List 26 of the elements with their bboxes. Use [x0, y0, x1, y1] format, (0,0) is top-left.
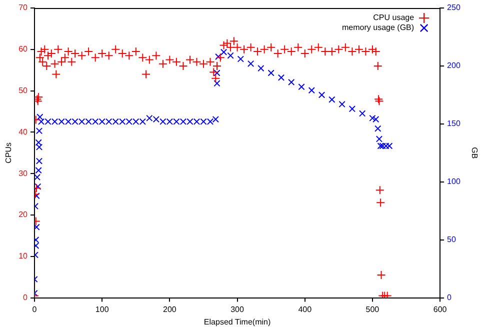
y2-axis-title: GB [470, 147, 479, 159]
legend-label: memory usage (GB) [342, 23, 414, 32]
x-axis-title: Elapsed Time(min) [204, 317, 271, 326]
x-tick-label: 300 [230, 304, 244, 314]
y-tick-label: 0 [23, 293, 28, 302]
y2-tick-label: 0 [447, 293, 452, 302]
y2-tick-label: 50 [447, 235, 456, 244]
y-tick-label: 40 [18, 127, 28, 136]
x-tick-label: 0 [32, 304, 38, 314]
y2-tick-label: 150 [447, 119, 461, 128]
y-tick-label: 30 [18, 168, 28, 178]
y-tick-label: 50 [18, 86, 28, 96]
x-tick-label: 400 [298, 304, 312, 314]
y2-tick-label: 100 [447, 177, 461, 186]
y2-tick-label: 200 [447, 61, 461, 70]
y-axis-title: CPUs [4, 142, 14, 164]
legend-label: CPU usage [373, 13, 415, 22]
y-tick-label: 60 [18, 44, 28, 54]
x-tick-label: 100 [95, 304, 110, 314]
x-tick-label: 500 [366, 304, 380, 314]
y-tick-label: 70 [18, 3, 28, 12]
y2-tick-label: 250 [447, 3, 461, 12]
x-tick-label: 200 [163, 304, 177, 314]
x-tick-label: 600 [433, 304, 448, 314]
y-tick-label: 20 [18, 210, 28, 220]
y-tick-label: 10 [18, 252, 28, 261]
